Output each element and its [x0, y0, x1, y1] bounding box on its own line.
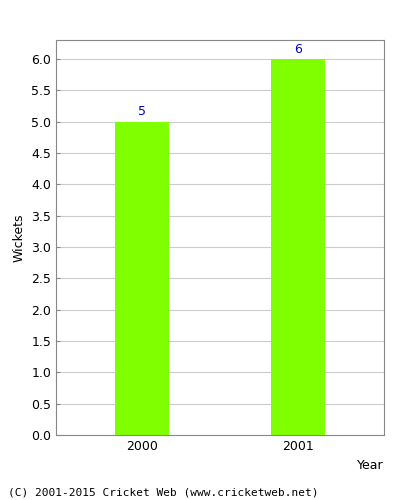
Text: 6: 6	[294, 42, 302, 56]
Y-axis label: Wickets: Wickets	[12, 213, 26, 262]
Text: (C) 2001-2015 Cricket Web (www.cricketweb.net): (C) 2001-2015 Cricket Web (www.cricketwe…	[8, 488, 318, 498]
Text: 5: 5	[138, 106, 146, 118]
Bar	[114, 122, 169, 435]
Bar	[271, 59, 326, 435]
Text: Year: Year	[357, 458, 384, 471]
